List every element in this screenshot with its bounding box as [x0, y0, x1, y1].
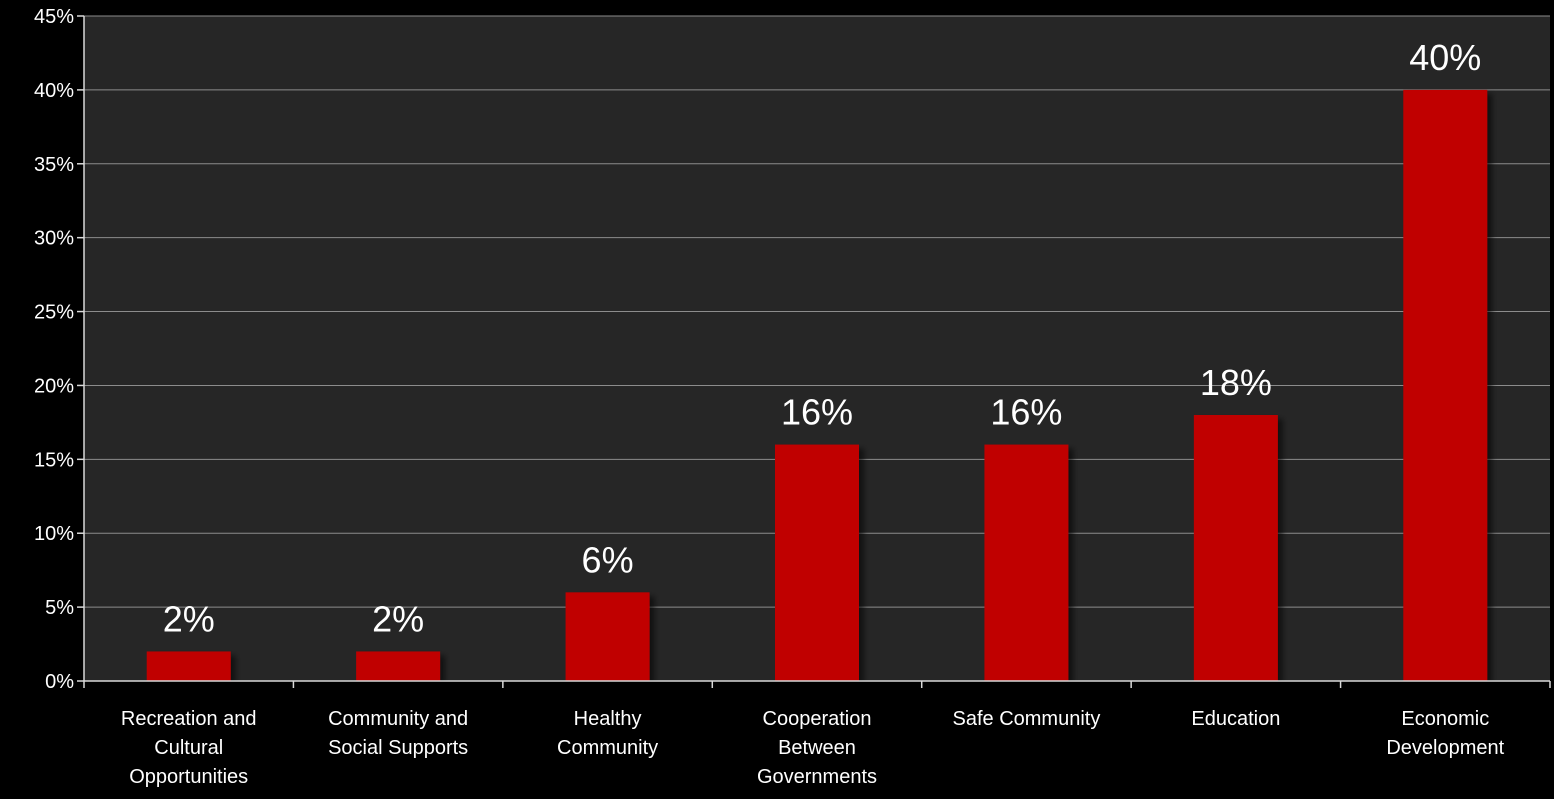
axes — [77, 15, 1551, 688]
y-tick-label-15: 15% — [34, 449, 74, 471]
y-tick-label-45: 45% — [34, 6, 74, 28]
x-category-label-4: Safe Community — [953, 708, 1101, 730]
data-label-4: 16% — [990, 392, 1062, 433]
x-category-label-line: Community and — [328, 708, 468, 730]
x-category-label-line: Healthy — [574, 708, 642, 730]
x-category-label-line: Development — [1386, 737, 1504, 759]
x-category-label-line: Recreation and — [121, 708, 257, 730]
y-tick-label-20: 20% — [34, 375, 74, 397]
bar-3 — [775, 444, 859, 681]
y-tick-label-10: 10% — [34, 523, 74, 545]
y-tick-label-30: 30% — [34, 228, 74, 250]
bar-6 — [1403, 89, 1488, 681]
bar-2 — [565, 592, 650, 681]
bar-0 — [146, 651, 231, 681]
x-category-label-line: Governments — [757, 766, 877, 788]
y-tick-label-40: 40% — [34, 80, 74, 102]
x-category-label-line: Economic — [1401, 708, 1489, 730]
bar-5 — [1193, 415, 1278, 681]
x-category-label-6: Economic Development — [1386, 708, 1504, 759]
y-tick-label-25: 25% — [34, 302, 74, 324]
x-category-label-line: Cooperation — [763, 708, 872, 730]
data-label-5: 18% — [1200, 362, 1272, 403]
x-category-label-line: Safe Community — [953, 708, 1101, 730]
bars — [146, 89, 1488, 681]
bar-4 — [984, 444, 1069, 681]
y-tick-label-35: 35% — [34, 154, 74, 176]
x-category-label-line: Between — [778, 737, 856, 759]
x-category-label-0: Recreation and Cultural Opportunities — [121, 708, 257, 788]
data-label-1: 2% — [372, 598, 424, 639]
x-category-label-line: Social Supports — [328, 737, 468, 759]
y-tick-label-0: 0% — [45, 671, 74, 693]
x-category-label-line: Education — [1191, 708, 1280, 730]
x-axis-category-labels: Recreation and Cultural Opportunities Commu… — [121, 708, 1505, 788]
y-tick-label-5: 5% — [45, 597, 74, 619]
x-category-label-1: Community and Social Supports — [328, 708, 468, 759]
data-label-6: 40% — [1409, 37, 1481, 78]
data-label-0: 2% — [163, 598, 215, 639]
data-labels: 2% 2% 6% 16% 16% 18% 40% — [163, 37, 1482, 640]
bar-1 — [356, 651, 441, 681]
x-category-label-line: Cultural — [154, 737, 223, 759]
x-category-label-2: Healthy Community — [557, 708, 658, 759]
data-label-2: 6% — [582, 539, 634, 580]
y-axis-tick-labels: 0% 5% 10% 15% 20% 25% 30% 35% 40% 45% — [34, 6, 74, 693]
x-category-label-5: Education — [1191, 708, 1280, 730]
x-category-label-3: Cooperation Between Governments — [757, 708, 877, 788]
data-label-3: 16% — [781, 392, 853, 433]
x-category-label-line: Community — [557, 737, 658, 759]
x-category-label-line: Opportunities — [129, 766, 248, 788]
